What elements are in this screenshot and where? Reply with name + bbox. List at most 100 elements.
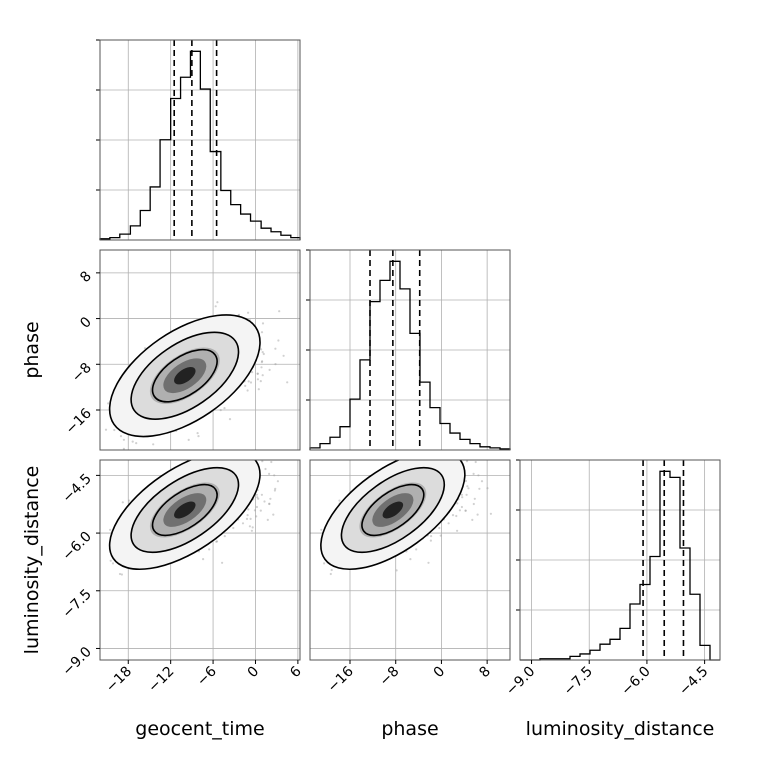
- x-tick-label: −4.5: [676, 664, 711, 699]
- sample-point: [274, 347, 277, 350]
- sample-point: [111, 562, 115, 565]
- sample-point: [261, 374, 264, 377]
- sample-point: [466, 485, 469, 488]
- sample-point: [216, 301, 219, 304]
- sample-point: [246, 389, 249, 392]
- sample-point: [270, 460, 273, 464]
- hist-step-line: [520, 470, 720, 661]
- density-level: [174, 501, 196, 519]
- y-tick-label: −16: [63, 405, 95, 437]
- sample-point: [260, 366, 263, 369]
- sample-point: [261, 351, 264, 354]
- sample-point: [460, 493, 463, 496]
- sample-point: [282, 354, 285, 357]
- sample-point: [135, 442, 138, 445]
- sample-point: [447, 522, 450, 525]
- sample-point: [472, 502, 475, 506]
- sample-point: [474, 460, 477, 464]
- x-tick-label: 8: [476, 664, 494, 682]
- sample-point: [277, 339, 280, 342]
- sample-point: [256, 372, 259, 375]
- sample-point: [465, 493, 468, 496]
- sample-point: [473, 497, 476, 500]
- sample-point: [260, 361, 263, 364]
- sample-point: [472, 472, 475, 475]
- panel-content: [100, 250, 304, 450]
- sample-point: [257, 388, 260, 391]
- sample-point: [330, 568, 333, 572]
- sample-point: [439, 534, 442, 537]
- sample-point: [241, 522, 245, 525]
- sample-point: [429, 453, 431, 455]
- sample-point: [247, 311, 250, 314]
- sample-point: [471, 518, 474, 522]
- sample-point: [223, 407, 226, 410]
- sample-point: [476, 513, 479, 516]
- sample-point: [235, 457, 237, 459]
- sample-point: [274, 363, 277, 366]
- sample-point: [415, 548, 418, 551]
- sample-point: [429, 539, 432, 542]
- y-tick-label: −6.0: [59, 529, 94, 564]
- sample-point: [202, 558, 205, 561]
- y-tick-label: −4.5: [59, 471, 94, 506]
- x-tick-label: −16: [325, 663, 357, 695]
- x-tick-label: 0: [431, 664, 449, 682]
- contour-line: [108, 314, 261, 438]
- sample-point: [107, 402, 110, 405]
- sample-point: [266, 518, 269, 522]
- sample-point: [441, 457, 443, 459]
- sample-point: [213, 458, 215, 460]
- sample-point: [121, 501, 124, 504]
- sample-point: [259, 509, 262, 512]
- sample-point: [215, 540, 218, 543]
- sample-point: [152, 443, 155, 446]
- sample-point: [395, 569, 398, 572]
- sample-point: [220, 453, 222, 455]
- sample-point: [268, 502, 271, 506]
- sample-point: [278, 310, 281, 313]
- sample-point: [464, 509, 467, 512]
- hist-step-line: [99, 50, 301, 240]
- sample-point: [455, 514, 458, 518]
- sample-point: [246, 514, 249, 517]
- sample-point: [261, 322, 265, 325]
- hist-frame: [309, 249, 511, 451]
- sample-point: [302, 394, 304, 396]
- density-level: [382, 501, 404, 519]
- panel-frame: [99, 249, 301, 451]
- sample-point: [187, 438, 190, 441]
- y-tick-label: −8: [69, 360, 95, 386]
- sample-point: [120, 573, 123, 576]
- contour-line: [320, 460, 466, 571]
- contour-line: [151, 483, 218, 537]
- sample-point: [221, 561, 224, 564]
- sample-point: [257, 497, 260, 500]
- sample-point: [259, 380, 262, 383]
- sample-point: [456, 502, 459, 505]
- sample-point: [228, 418, 232, 421]
- sample-point: [263, 500, 266, 503]
- density-level: [174, 367, 196, 385]
- scatter-panel-geocent_time-phase: [99, 249, 304, 451]
- sample-point: [119, 435, 123, 438]
- sample-point: [131, 440, 134, 443]
- panel-content: [100, 453, 300, 660]
- sample-point: [256, 496, 259, 499]
- contour-line: [130, 331, 240, 420]
- sample-point: [274, 487, 277, 490]
- sample-point: [247, 380, 250, 383]
- sample-point: [128, 499, 131, 502]
- y-tick-label: 0: [77, 314, 95, 332]
- sample-point: [232, 526, 235, 530]
- sample-point: [197, 435, 200, 438]
- x-axis-label-geocent-time: geocent_time: [135, 718, 264, 740]
- sample-point: [268, 502, 271, 505]
- sample-point: [427, 453, 429, 455]
- sample-point: [248, 525, 251, 528]
- sample-point: [260, 493, 263, 496]
- sample-point: [477, 474, 480, 477]
- sample-point: [264, 467, 267, 471]
- sample-point: [215, 540, 219, 543]
- sample-point: [480, 480, 484, 483]
